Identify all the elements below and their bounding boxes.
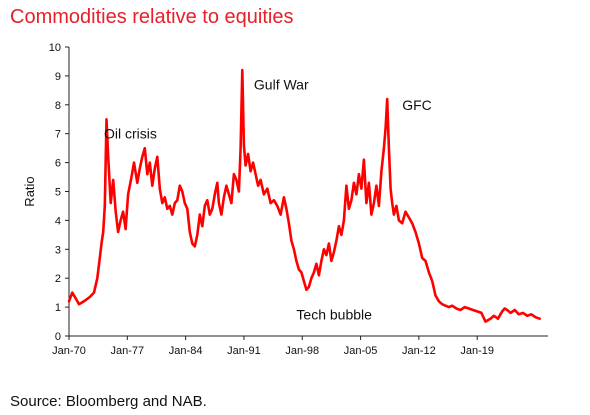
x-tick-label: Jan-70	[52, 345, 86, 357]
x-tick-label: Jan-19	[460, 345, 494, 357]
y-tick-label: 7	[55, 129, 61, 141]
annotation-label: Tech bubble	[296, 306, 372, 322]
y-tick-label: 10	[49, 42, 61, 54]
chart-title: Commodities relative to equities	[10, 6, 294, 28]
x-axis: Jan-70 Jan-77 Jan-84 Jan-91 Jan-98 Jan-05 Jan-…	[52, 335, 548, 357]
y-tick-label: 2	[55, 273, 61, 285]
annotation-label: Oil crisis	[104, 126, 157, 142]
x-tick-label: Jan-91	[227, 345, 261, 357]
series-line	[67, 68, 542, 323]
x-tick-label: Jan-05	[344, 345, 378, 357]
y-tick-label: 1	[55, 302, 61, 314]
y-tick-label: 8	[55, 100, 61, 112]
x-tick-label: Jan-84	[169, 345, 203, 357]
source-note: Source: Bloomberg and NAB.	[10, 393, 207, 410]
annotation-label: GFC	[402, 97, 432, 113]
y-tick-label: 3	[55, 244, 61, 256]
y-tick-label: 0	[55, 331, 61, 343]
y-tick-label: 9	[55, 71, 61, 83]
y-tick-label: 6	[55, 158, 61, 170]
x-tick-label: Jan-12	[402, 345, 436, 357]
annotations: Oil crisis Gulf War GFC Tech bubble	[104, 77, 432, 323]
annotation-label: Gulf War	[254, 77, 309, 93]
y-tick-label: 5	[55, 187, 61, 199]
y-tick-label: 4	[55, 215, 61, 227]
y-axis: 0 1 2 3 4 5 6 7 8 9 10	[49, 42, 70, 343]
y-axis-title: Ratio	[22, 176, 37, 206]
x-tick-label: Jan-77	[110, 345, 144, 357]
series-layer	[67, 68, 542, 323]
x-tick-label: Jan-98	[285, 345, 319, 357]
